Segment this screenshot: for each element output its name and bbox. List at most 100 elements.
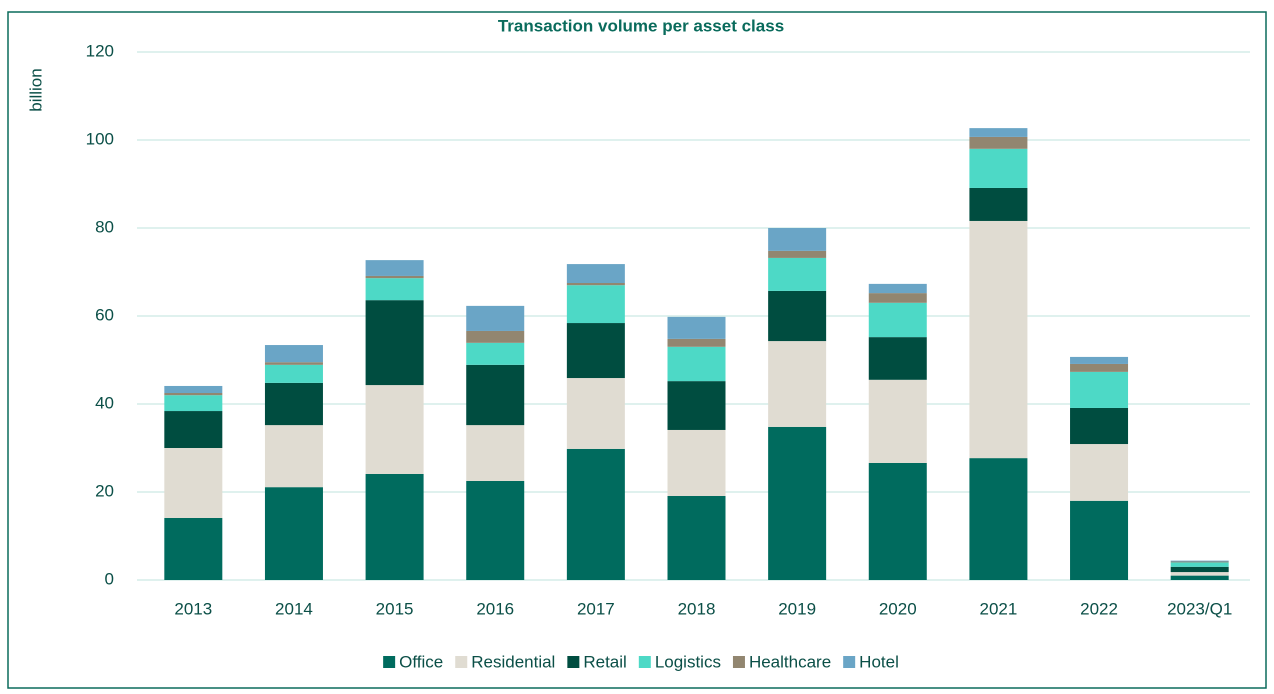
- bar-segment: [969, 458, 1028, 580]
- legend-label: Hotel: [859, 652, 899, 671]
- bar-segment: [164, 393, 223, 396]
- frame: [7, 11, 1267, 689]
- x-tick-label: 2022: [1080, 599, 1118, 618]
- bar-segment: [1070, 407, 1129, 445]
- x-tick-label: 2013: [174, 599, 212, 618]
- y-axis-label: billion: [26, 68, 45, 111]
- x-tick-label: 2020: [879, 599, 917, 618]
- legend-swatch: [455, 656, 468, 668]
- bar-segment: [868, 337, 927, 380]
- bar-segment: [667, 495, 726, 580]
- legend-label: Residential: [471, 652, 555, 671]
- bar-segment: [365, 300, 424, 386]
- bar-segment: [1070, 444, 1129, 501]
- bar-segment: [1170, 560, 1229, 562]
- bar-segment: [264, 425, 323, 488]
- bar-segment: [264, 362, 323, 365]
- bar-segment: [566, 448, 625, 580]
- bar-segment: [868, 293, 927, 303]
- bar-segment: [1170, 566, 1229, 573]
- bar-segment: [365, 473, 424, 580]
- bar-segment: [768, 290, 827, 342]
- bar-segment: [768, 228, 827, 251]
- bar-segment: [566, 264, 625, 283]
- bar-segment: [466, 342, 525, 365]
- bar-segment: [667, 338, 726, 347]
- bar-segment: [466, 364, 525, 426]
- bar-segment: [566, 323, 625, 379]
- legend-swatch: [843, 656, 856, 668]
- x-tick-label: 2021: [979, 599, 1017, 618]
- bar-segment: [868, 379, 927, 463]
- bar-segment: [969, 128, 1028, 137]
- bar-segment: [365, 260, 424, 276]
- bar-segment: [264, 345, 323, 363]
- y-tick-label: 120: [86, 41, 114, 60]
- bar-segment: [969, 187, 1028, 221]
- bar-segment: [264, 487, 323, 580]
- bar-segment: [768, 426, 827, 580]
- bar-segment: [969, 220, 1028, 459]
- x-tick-label: 2019: [778, 599, 816, 618]
- x-tick-label: 2016: [476, 599, 514, 618]
- bar-segment: [566, 378, 625, 449]
- bar-segment: [667, 381, 726, 430]
- y-tick-label: 20: [95, 481, 114, 500]
- bar-segment: [1070, 371, 1129, 408]
- legend-swatch: [567, 656, 580, 668]
- bar-segment: [466, 481, 525, 580]
- bar-segment: [566, 285, 625, 324]
- bar-segment: [969, 148, 1028, 188]
- bar-segment: [768, 250, 827, 258]
- bar-segment: [868, 462, 927, 580]
- bar-segment: [868, 302, 927, 338]
- legend-label: Office: [399, 652, 443, 671]
- x-tick-label: 2017: [577, 599, 615, 618]
- legend-label: Retail: [583, 652, 626, 671]
- bar-segment: [164, 448, 223, 518]
- bar-segment: [164, 395, 223, 412]
- y-tick-label: 0: [105, 569, 114, 588]
- bar-segment: [164, 517, 223, 580]
- y-tick-label: 60: [95, 305, 114, 324]
- bar-segment: [1170, 562, 1229, 567]
- bar-segment: [566, 283, 625, 286]
- bar-segment: [667, 346, 726, 382]
- title-background: [481, 14, 801, 38]
- bar-segment: [466, 330, 525, 343]
- x-tick-label: 2018: [678, 599, 716, 618]
- bar-segment: [466, 425, 525, 481]
- legend-swatch: [638, 656, 651, 668]
- bar-segment: [768, 257, 827, 291]
- bar-segment: [365, 278, 424, 301]
- bar-segment: [164, 385, 223, 393]
- bar-segment: [667, 316, 726, 339]
- bar-segment: [264, 364, 323, 383]
- bar-segment: [365, 385, 424, 474]
- x-tick-label: 2023/Q1: [1167, 599, 1232, 618]
- bar-segment: [667, 429, 726, 496]
- bar-segment: [264, 382, 323, 426]
- legend-label: Logistics: [655, 652, 721, 671]
- bar-segment: [365, 275, 424, 279]
- bar-segment: [1170, 572, 1229, 576]
- x-tick-label: 2015: [376, 599, 414, 618]
- legend-label: Healthcare: [749, 652, 831, 671]
- bar-segment: [969, 136, 1028, 149]
- bar-segment: [466, 305, 525, 331]
- y-tick-label: 100: [86, 129, 114, 148]
- bar-segment: [868, 283, 927, 294]
- legend-swatch: [383, 656, 396, 668]
- bar-segment: [1070, 500, 1129, 580]
- x-tick-label: 2014: [275, 599, 313, 618]
- bar-segment: [1070, 356, 1129, 364]
- y-tick-label: 40: [95, 393, 114, 412]
- bar-segment: [164, 411, 223, 448]
- bar-segment: [1170, 561, 1229, 563]
- chart-title: Transaction volume per asset class: [498, 16, 784, 35]
- bar-segment: [1070, 363, 1129, 372]
- y-tick-label: 80: [95, 217, 114, 236]
- legend-swatch: [732, 656, 745, 668]
